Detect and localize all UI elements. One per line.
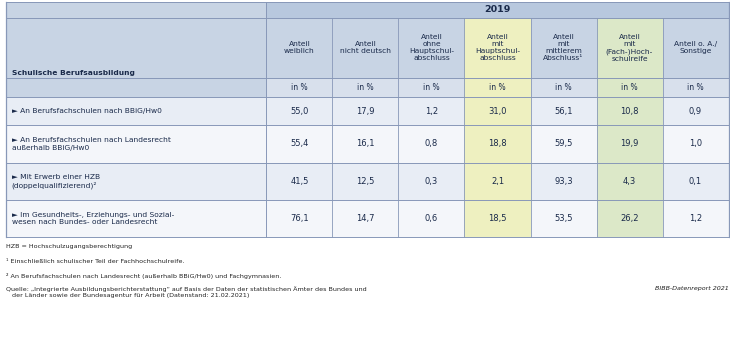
Bar xyxy=(663,97,729,125)
Bar xyxy=(531,125,596,163)
Bar xyxy=(266,163,332,200)
Text: 1,2: 1,2 xyxy=(425,107,438,116)
Bar xyxy=(266,2,729,18)
Text: 1,0: 1,0 xyxy=(689,139,702,148)
Text: 0,9: 0,9 xyxy=(689,107,702,116)
Text: 0,6: 0,6 xyxy=(425,214,438,223)
Text: 17,9: 17,9 xyxy=(356,107,374,116)
Text: 12,5: 12,5 xyxy=(356,177,374,186)
Text: Anteil
mit
mittlerem
Abschluss¹: Anteil mit mittlerem Abschluss¹ xyxy=(543,34,583,61)
Text: Schulische Berufsausbildung: Schulische Berufsausbildung xyxy=(12,70,134,76)
Bar xyxy=(596,97,663,125)
Bar xyxy=(266,125,332,163)
Text: BIBB-Datenreport 2021: BIBB-Datenreport 2021 xyxy=(655,286,729,291)
Bar xyxy=(531,200,596,237)
Bar xyxy=(332,163,399,200)
Bar xyxy=(596,125,663,163)
Bar xyxy=(663,125,729,163)
Text: Anteil
mit
Hauptschul-
abschluss: Anteil mit Hauptschul- abschluss xyxy=(475,34,520,61)
Text: 4,3: 4,3 xyxy=(623,177,636,186)
Bar xyxy=(266,97,332,125)
Text: ► Im Gesundheits-, Erziehungs- und Sozial-
wesen nach Bundes- oder Landesrecht: ► Im Gesundheits-, Erziehungs- und Sozia… xyxy=(12,212,174,225)
Text: 55,4: 55,4 xyxy=(291,139,309,148)
Text: in %: in % xyxy=(556,83,572,92)
Text: 59,5: 59,5 xyxy=(554,139,573,148)
Bar xyxy=(464,200,531,237)
Text: 1,2: 1,2 xyxy=(689,214,702,223)
Bar xyxy=(332,125,399,163)
Bar xyxy=(531,18,596,78)
Text: 18,8: 18,8 xyxy=(488,139,507,148)
Bar xyxy=(596,163,663,200)
Text: Anteil
ohne
Hauptschul-
abschluss: Anteil ohne Hauptschul- abschluss xyxy=(409,34,454,61)
Bar xyxy=(663,163,729,200)
Text: 0,8: 0,8 xyxy=(425,139,438,148)
Text: ► Mit Erwerb einer HZB
(doppelqualifizierend)²: ► Mit Erwerb einer HZB (doppelqualifizie… xyxy=(12,173,100,189)
Bar xyxy=(399,200,464,237)
Text: Anteil
nicht deutsch: Anteil nicht deutsch xyxy=(340,41,391,54)
Text: 14,7: 14,7 xyxy=(356,214,374,223)
Bar xyxy=(6,97,266,125)
Text: 26,2: 26,2 xyxy=(620,214,639,223)
Bar xyxy=(464,97,531,125)
Text: in %: in % xyxy=(291,83,308,92)
Text: 2,1: 2,1 xyxy=(491,177,504,186)
Text: 53,5: 53,5 xyxy=(554,214,573,223)
Text: Anteil
weiblich: Anteil weiblich xyxy=(284,41,315,54)
Bar xyxy=(531,97,596,125)
Text: Anteil
mit
(Fach-)Hoch-
schulreife: Anteil mit (Fach-)Hoch- schulreife xyxy=(606,34,653,62)
Text: in %: in % xyxy=(621,83,638,92)
Bar xyxy=(399,18,464,78)
Text: ► An Berufsfachschulen nach Landesrecht
außerhalb BBiG/Hw0: ► An Berufsfachschulen nach Landesrecht … xyxy=(12,137,171,151)
Bar xyxy=(596,200,663,237)
Bar xyxy=(464,78,531,97)
Bar xyxy=(266,18,332,78)
Text: 76,1: 76,1 xyxy=(290,214,309,223)
Text: ► An Berufsfachschulen nach BBiG/Hw0: ► An Berufsfachschulen nach BBiG/Hw0 xyxy=(12,108,161,114)
Bar xyxy=(399,97,464,125)
Bar xyxy=(596,18,663,78)
Bar xyxy=(531,163,596,200)
Text: 0,1: 0,1 xyxy=(689,177,702,186)
Bar xyxy=(399,163,464,200)
Bar xyxy=(464,18,531,78)
Text: 0,3: 0,3 xyxy=(425,177,438,186)
Text: 16,1: 16,1 xyxy=(356,139,374,148)
Bar xyxy=(399,125,464,163)
Text: in %: in % xyxy=(423,83,439,92)
Text: 93,3: 93,3 xyxy=(554,177,573,186)
Bar xyxy=(663,78,729,97)
Bar xyxy=(531,78,596,97)
Text: in %: in % xyxy=(489,83,506,92)
Bar xyxy=(332,18,399,78)
Text: 56,1: 56,1 xyxy=(554,107,573,116)
Text: 31,0: 31,0 xyxy=(488,107,507,116)
Bar xyxy=(464,125,531,163)
Bar xyxy=(266,78,332,97)
Text: Quelle: „Integrierte Ausbildungsberichterstattung“ auf Basis der Daten der stati: Quelle: „Integrierte Ausbildungsberichte… xyxy=(6,286,366,298)
Text: in %: in % xyxy=(357,83,374,92)
Text: 18,5: 18,5 xyxy=(488,214,507,223)
Text: in %: in % xyxy=(687,83,704,92)
Bar xyxy=(663,18,729,78)
Bar xyxy=(464,163,531,200)
Bar xyxy=(399,78,464,97)
Bar xyxy=(332,97,399,125)
Bar xyxy=(266,200,332,237)
Bar xyxy=(332,78,399,97)
Text: 55,0: 55,0 xyxy=(291,107,309,116)
Text: Anteil o. A./
Sonstige: Anteil o. A./ Sonstige xyxy=(674,41,717,54)
Text: ² An Berufsfachschulen nach Landesrecht (außerhalb BBiG/Hw0) und Fachgymnasien.: ² An Berufsfachschulen nach Landesrecht … xyxy=(6,273,281,278)
Text: ¹ Einschließlich schulischer Teil der Fachhochschulreife.: ¹ Einschließlich schulischer Teil der Fa… xyxy=(6,259,185,264)
Text: 19,9: 19,9 xyxy=(620,139,639,148)
Text: 2019: 2019 xyxy=(484,5,511,14)
Text: 10,8: 10,8 xyxy=(620,107,639,116)
Bar xyxy=(663,200,729,237)
Bar xyxy=(332,200,399,237)
Text: HZB = Hochschulzugangsberechtigung: HZB = Hochschulzugangsberechtigung xyxy=(6,244,132,249)
Text: 41,5: 41,5 xyxy=(291,177,309,186)
Bar xyxy=(596,78,663,97)
